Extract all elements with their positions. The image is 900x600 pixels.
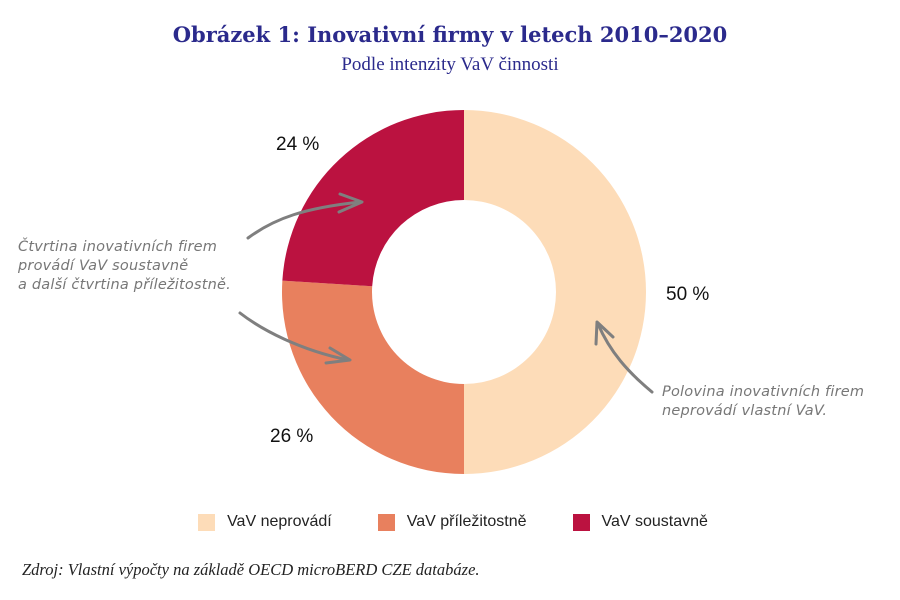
arrow-to-neprovadi [596,322,654,394]
legend-swatch [572,513,590,531]
legend-item-prilezitostne: VaV příležitostně [377,513,527,531]
annotation-left-line: Čtvrtina inovativních firem [18,239,218,255]
chart-subtitle: Podle intenzity VaV činnosti [341,54,559,75]
legend-swatch [198,513,216,531]
data-label-soustavne: 24 % [276,134,319,155]
arrow-head-neprovadi [594,320,615,346]
chart-title: Obrázek 1: Inovativní firmy v letech 201… [172,22,728,47]
annotation-right-line: Polovina inovativních firem [662,384,865,400]
legend-item-soustavne: VaV soustavně [572,513,708,531]
annotation-left-line: provádí VaV soustavně [18,258,189,274]
donut-slices [282,110,646,474]
annotation-left: Čtvrtina inovativních firem provádí VaV … [18,238,231,295]
arrow-head-prilezitostne [324,346,352,365]
data-label-neprovadi: 50 % [666,284,709,305]
donut-slice-vav-soustavně [282,110,464,287]
donut-slice-vav-neprovádí [464,110,646,474]
arrow-head-soustavne [337,192,364,214]
legend-label: VaV příležitostně [406,513,527,530]
arrow-to-prilezitostne [238,311,350,362]
donut-slice-vav-příležitostně [282,280,464,474]
annotation-right-line: neprovádí vlastní VaV. [662,403,828,419]
legend-label: VaV soustavně [601,513,708,530]
annotation-right: Polovina inovativních firem neprovádí vl… [662,383,864,421]
annotation-arrows [238,192,654,394]
source-note: Zdroj: Vlastní výpočty na základě OECD m… [22,560,480,579]
arrow-to-soustavne [246,200,362,240]
legend-label: VaV neprovádí [227,513,332,530]
legend-swatch [377,513,395,531]
annotation-left-line: a další čtvrtina příležitostně. [18,277,231,293]
chart-legend: VaV neprovádí VaV příležitostně VaV sous… [0,513,900,531]
data-label-prilezitostne: 26 % [270,426,313,447]
legend-item-neprovadi: VaV neprovádí [198,513,332,531]
